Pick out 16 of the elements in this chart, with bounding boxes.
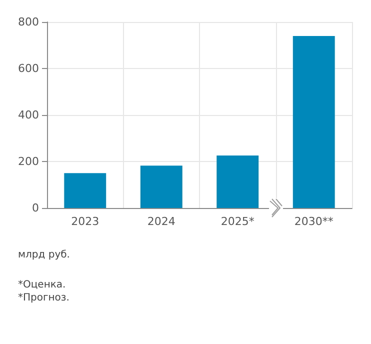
text: *Прогноз. [18,292,70,304]
y-tick-label: 400 [18,108,39,122]
y-tick-label: 600 [18,62,39,75]
y-tick-label: 800 [18,16,39,28]
x-tick-label: 2030** [294,215,334,228]
x-tick-label: 2023 [71,215,100,228]
x-tick-label: 2025* [220,215,255,228]
bar [64,173,106,208]
bar [140,166,182,208]
text: *Оценка. [18,280,66,290]
x-tick-label: 2024 [147,215,176,228]
text: млрд руб. [18,250,70,260]
y-tick-label: 200 [18,155,39,168]
bar [292,36,335,208]
y-tick-label: 0 [32,202,39,214]
bar [216,155,259,208]
